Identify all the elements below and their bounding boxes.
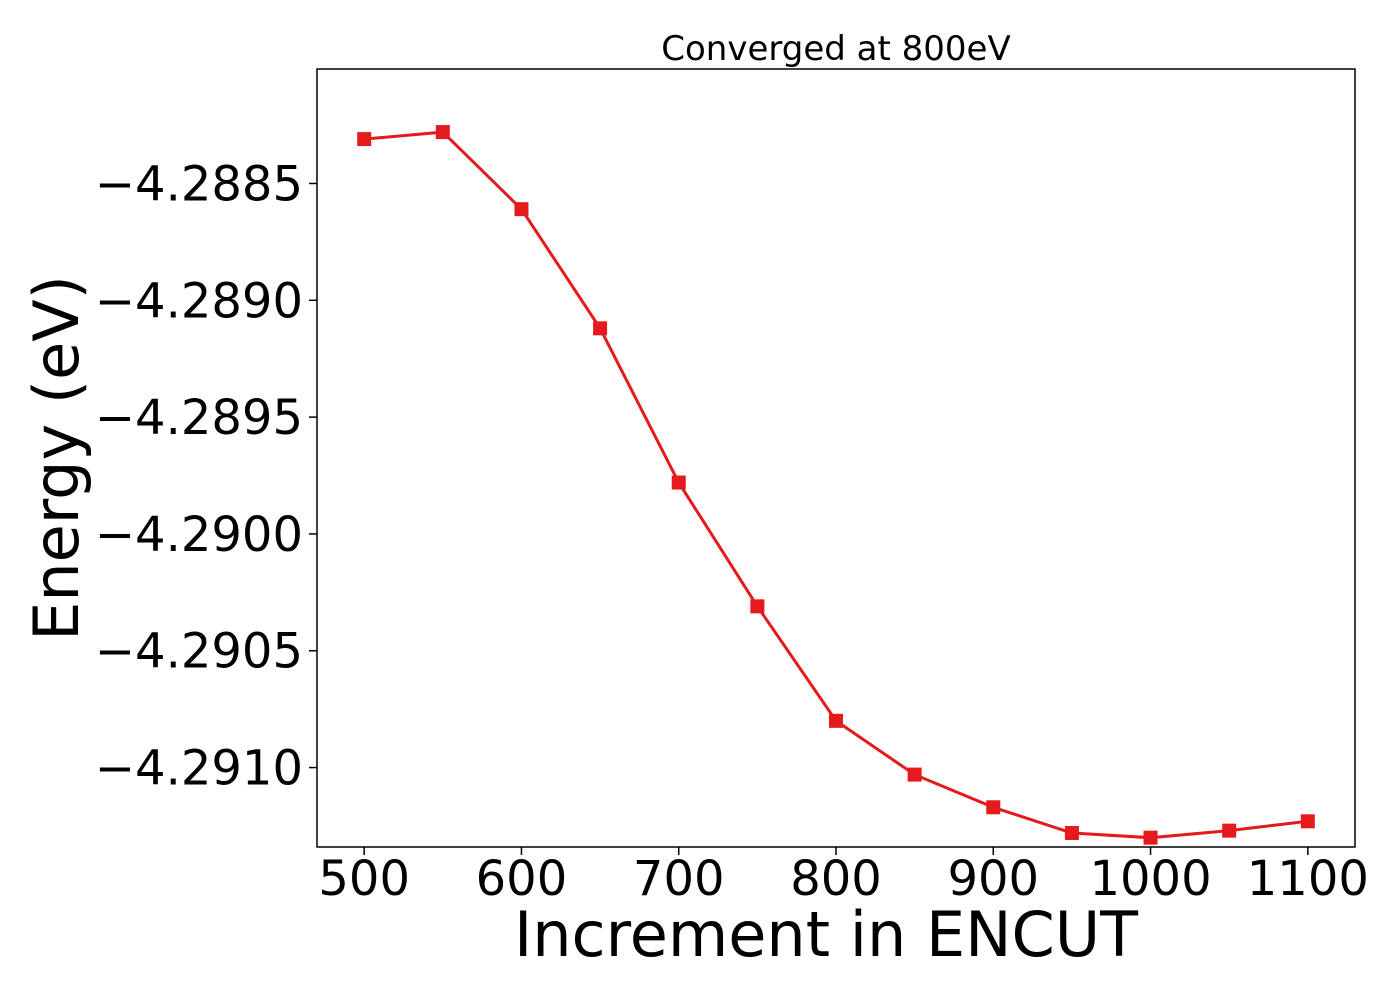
data-point-marker (671, 475, 686, 490)
data-point-marker (435, 125, 450, 140)
data-point-marker (986, 800, 1001, 815)
y-tick-label: −4.2905 (95, 624, 303, 680)
y-tick-label: −4.2895 (95, 390, 303, 446)
data-point-marker (1064, 825, 1079, 840)
x-tick-label: 600 (476, 851, 568, 907)
y-tick-label: −4.2890 (95, 273, 303, 329)
data-point-marker (907, 767, 922, 782)
data-point-marker (1300, 814, 1315, 829)
plot-area (316, 68, 1356, 848)
data-point-marker (750, 599, 765, 614)
data-point-marker (1143, 830, 1158, 845)
y-axis-ticks: −4.2885 −4.2890 −4.2895 −4.2900 −4.2905 −4.29… (95, 156, 317, 797)
x-axis-ticks: 500 600 700 800 900 1000 1100 (318, 847, 1369, 907)
y-tick-label: −4.2885 (95, 156, 303, 212)
x-tick-label: 800 (790, 851, 882, 907)
x-tick-label: 900 (947, 851, 1039, 907)
data-point-marker (829, 713, 843, 728)
x-tick-label: 700 (633, 851, 725, 907)
series-markers (357, 125, 1315, 845)
x-tick-label: 1000 (1089, 851, 1211, 907)
x-tick-label: 500 (318, 851, 410, 907)
data-point-marker (1222, 823, 1237, 838)
chart-title: Converged at 800eV (661, 29, 1010, 69)
data-point-marker (593, 321, 608, 336)
y-tick-label: −4.2900 (95, 507, 303, 563)
data-point-marker (357, 132, 372, 147)
data-point-marker (514, 202, 529, 217)
x-axis-title: Increment in ENCUT (514, 898, 1139, 971)
y-axis-title: Energy (eV) (20, 275, 93, 641)
y-tick-label: −4.2910 (95, 741, 303, 797)
x-tick-label: 1100 (1247, 851, 1369, 907)
